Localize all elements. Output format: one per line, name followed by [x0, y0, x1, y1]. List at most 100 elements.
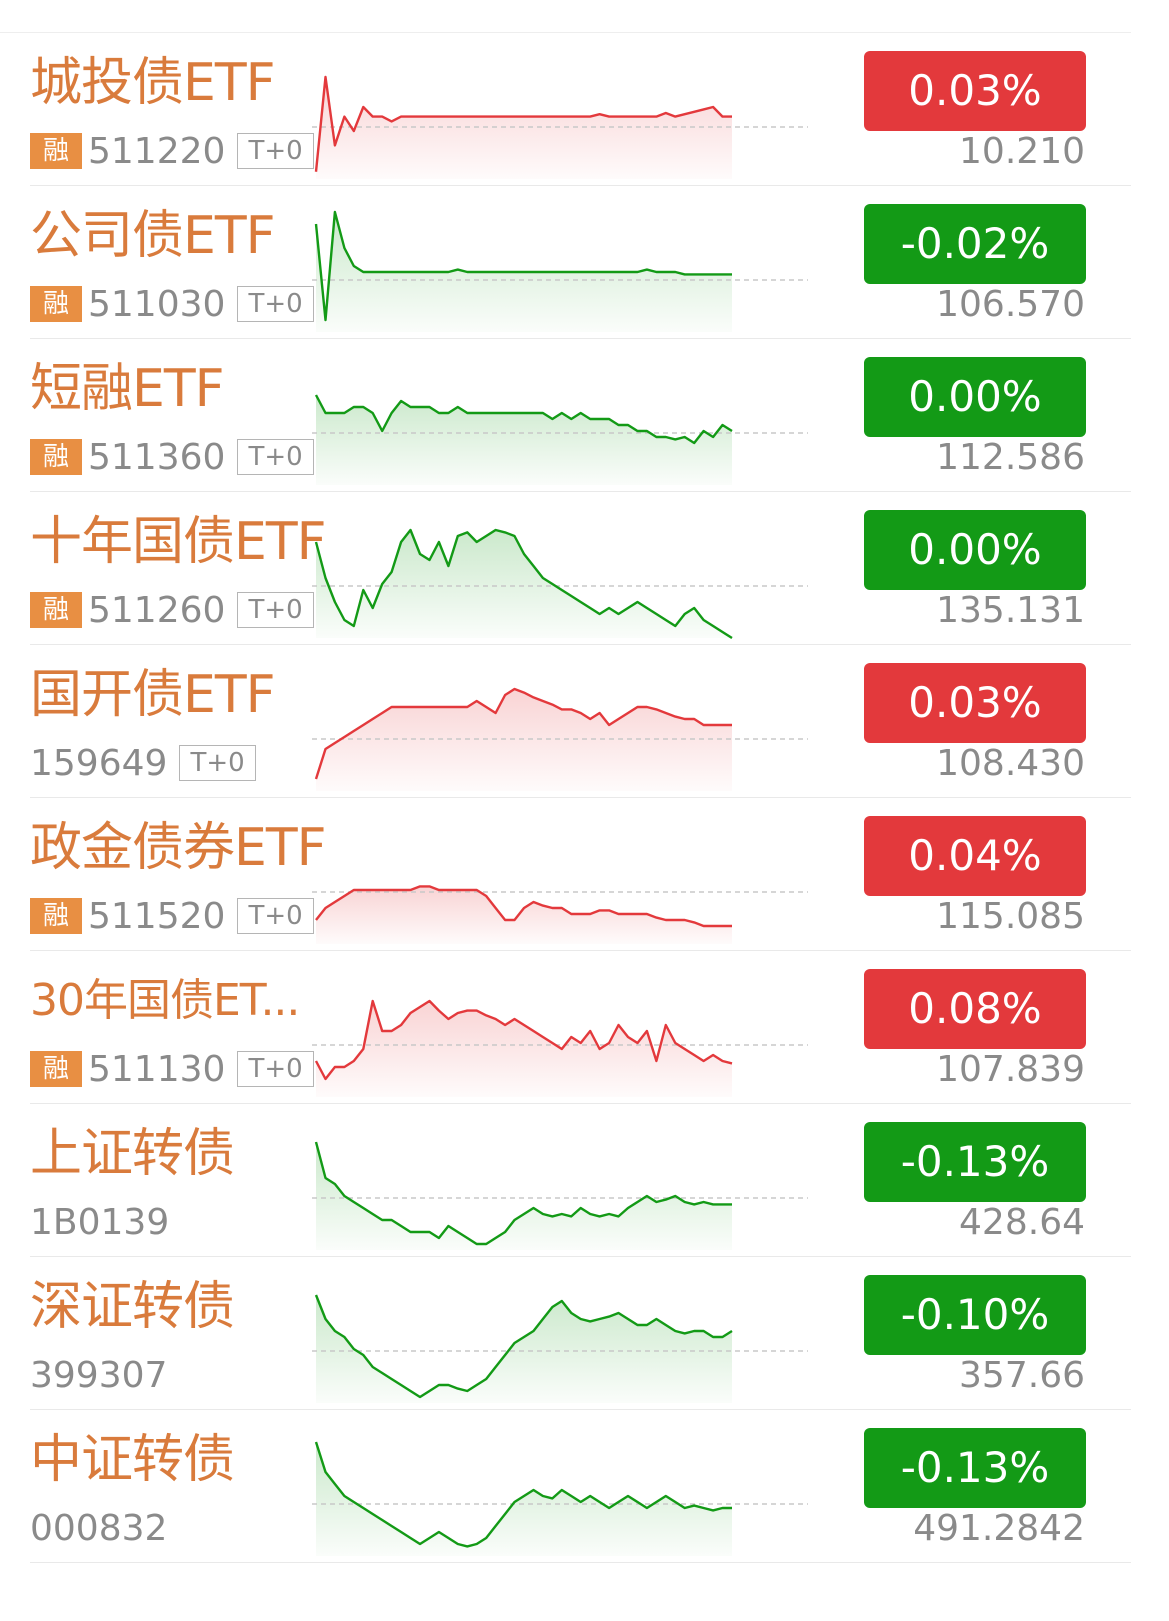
- row-divider: [30, 950, 1131, 951]
- security-name: 30年国债ET...: [30, 975, 300, 1026]
- sparkline-chart: [312, 687, 808, 791]
- row-divider: [30, 491, 1131, 492]
- security-meta: 融 511130 T+0: [30, 1048, 314, 1090]
- security-meta: 融 511360 T+0: [30, 436, 314, 478]
- row-divider: [30, 338, 1131, 339]
- sparkline-line: [314, 210, 732, 322]
- sparkline-line: [314, 528, 733, 640]
- sparkline-line: [314, 75, 732, 172]
- top-divider: [0, 32, 1131, 33]
- margin-badge: 融: [30, 439, 82, 475]
- margin-badge: 融: [30, 133, 82, 169]
- change-badge[interactable]: 0.00%: [864, 357, 1086, 437]
- security-meta: 000832: [30, 1507, 168, 1549]
- sparkline-chart: [312, 999, 808, 1097]
- sparkline-area: [316, 689, 732, 791]
- list-item[interactable]: 公司债ETF 融 511030 T+0 -0.02% 106.570: [0, 186, 1131, 339]
- t0-tag: T+0: [237, 286, 314, 322]
- sparkline-chart: [312, 528, 808, 640]
- last-price: 115.085: [936, 896, 1085, 937]
- change-badge[interactable]: 0.03%: [864, 51, 1086, 131]
- security-code: 511130: [88, 1048, 226, 1090]
- list-item[interactable]: 中证转债 000832 -0.13% 491.2842: [0, 1410, 1131, 1563]
- row-divider: [30, 797, 1131, 798]
- margin-badge: 融: [30, 286, 82, 322]
- security-meta: 融 511220 T+0: [30, 130, 314, 172]
- security-code: 000832: [30, 1507, 168, 1549]
- t0-tag: T+0: [237, 898, 314, 934]
- last-price: 491.2842: [913, 1508, 1085, 1549]
- last-price: 112.586: [936, 437, 1085, 478]
- list-item[interactable]: 短融ETF 融 511360 T+0 0.00% 112.586: [0, 339, 1131, 492]
- security-meta: 融 511030 T+0: [30, 283, 314, 325]
- last-price: 357.66: [959, 1355, 1085, 1396]
- sparkline-line: [315, 885, 732, 928]
- last-price: 10.210: [959, 131, 1085, 172]
- security-name: 中证转债: [30, 1430, 235, 1490]
- list-item[interactable]: 国开债ETF 159649 T+0 0.03% 108.430: [0, 645, 1131, 798]
- last-price: 428.64: [959, 1202, 1085, 1243]
- sparkline-chart: [312, 885, 808, 944]
- security-code: 511220: [88, 130, 226, 172]
- sparkline-line: [314, 1294, 733, 1399]
- security-meta: 159649 T+0: [30, 742, 256, 784]
- sparkline-line: [314, 999, 733, 1081]
- security-code: 399307: [30, 1354, 168, 1396]
- last-price: 108.430: [936, 743, 1085, 784]
- t0-tag: T+0: [237, 592, 314, 628]
- security-code: 159649: [30, 742, 168, 784]
- row-divider: [30, 1256, 1131, 1257]
- change-badge[interactable]: -0.02%: [864, 204, 1086, 284]
- security-name: 十年国债ETF: [30, 512, 327, 572]
- sparkline-chart: [312, 1294, 808, 1403]
- sparkline-chart: [312, 394, 808, 485]
- sparkline-line: [314, 687, 732, 780]
- sparkline-line: [314, 1441, 732, 1548]
- list-item[interactable]: 城投债ETF 融 511220 T+0 0.03% 10.210: [0, 33, 1131, 186]
- list-item[interactable]: 30年国债ET... 融 511130 T+0 0.08% 107.839: [0, 951, 1131, 1104]
- sparkline-chart: [312, 1141, 808, 1250]
- sparkline-chart: [312, 210, 808, 332]
- security-name: 国开债ETF: [30, 665, 276, 725]
- margin-badge: 融: [30, 592, 82, 628]
- sparkline-chart: [312, 75, 808, 179]
- change-badge[interactable]: -0.13%: [864, 1122, 1086, 1202]
- last-price: 135.131: [936, 590, 1085, 631]
- last-price: 107.839: [936, 1049, 1085, 1090]
- security-code: 511260: [88, 589, 226, 631]
- security-name: 上证转债: [30, 1124, 235, 1184]
- security-code: 511520: [88, 895, 226, 937]
- list-item[interactable]: 政金债券ETF 融 511520 T+0 0.04% 115.085: [0, 798, 1131, 951]
- margin-badge: 融: [30, 1051, 82, 1087]
- change-badge[interactable]: -0.13%: [864, 1428, 1086, 1508]
- row-divider: [30, 644, 1131, 645]
- change-badge[interactable]: 0.03%: [864, 663, 1086, 743]
- sparkline-area: [316, 77, 732, 179]
- security-code: 511360: [88, 436, 226, 478]
- change-badge[interactable]: 0.00%: [864, 510, 1086, 590]
- security-meta: 融 511520 T+0: [30, 895, 314, 937]
- security-name: 深证转债: [30, 1277, 235, 1337]
- security-code: 511030: [88, 283, 226, 325]
- security-code: 1B0139: [30, 1201, 170, 1243]
- change-badge[interactable]: 0.04%: [864, 816, 1086, 896]
- t0-tag: T+0: [237, 439, 314, 475]
- row-divider: [30, 185, 1131, 186]
- sparkline-area: [316, 1442, 732, 1556]
- change-badge[interactable]: -0.10%: [864, 1275, 1086, 1355]
- list-item[interactable]: 十年国债ETF 融 511260 T+0 0.00% 135.131: [0, 492, 1131, 645]
- t0-tag: T+0: [237, 133, 314, 169]
- sparkline-line: [314, 1141, 732, 1246]
- sparkline-area: [316, 886, 732, 944]
- list-item[interactable]: 上证转债 1B0139 -0.13% 428.64: [0, 1104, 1131, 1257]
- sparkline-area: [316, 1001, 732, 1097]
- margin-badge: 融: [30, 898, 82, 934]
- security-meta: 399307: [30, 1354, 168, 1396]
- change-badge[interactable]: 0.08%: [864, 969, 1086, 1049]
- last-price: 106.570: [936, 284, 1085, 325]
- row-divider: [30, 1562, 1131, 1563]
- list-item[interactable]: 深证转债 399307 -0.10% 357.66: [0, 1257, 1131, 1410]
- security-name: 短融ETF: [30, 359, 225, 419]
- row-divider: [30, 1103, 1131, 1104]
- security-meta: 融 511260 T+0: [30, 589, 314, 631]
